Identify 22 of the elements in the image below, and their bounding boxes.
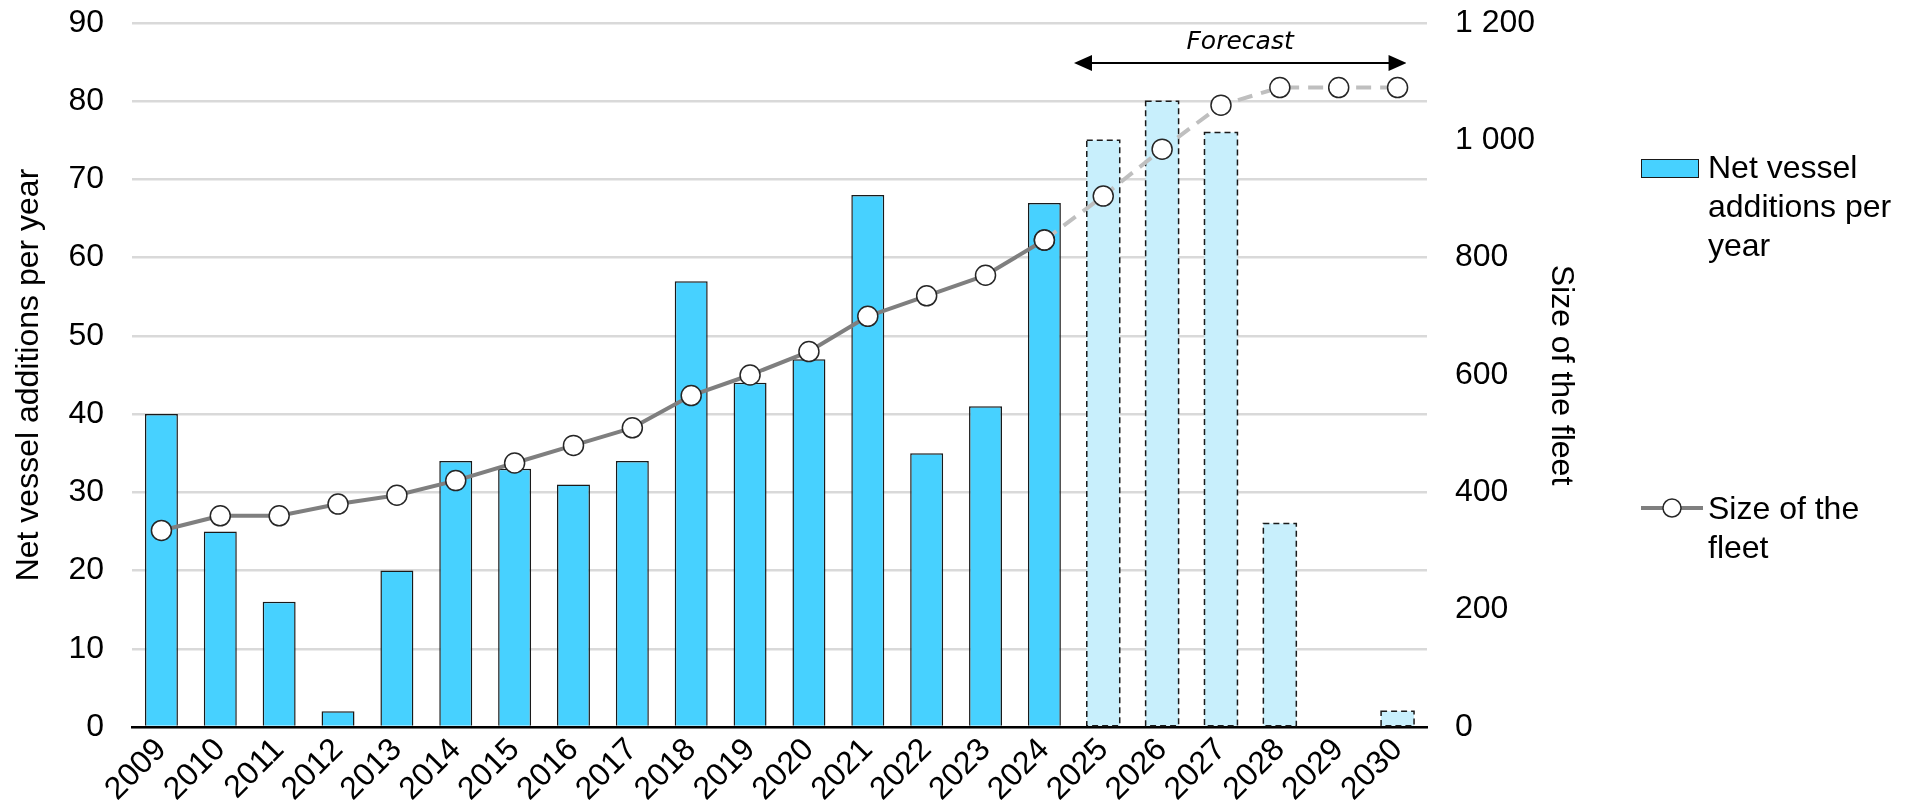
y-tick-label: 50 — [68, 315, 104, 352]
y2-tick-label: 400 — [1455, 472, 1509, 509]
y-tick-label: 70 — [68, 159, 104, 196]
y-tick-label: 60 — [68, 237, 104, 274]
y-tick-label: 90 — [68, 2, 104, 39]
y-tick-label: 80 — [68, 81, 104, 118]
annotation: Forecast — [1186, 26, 1294, 56]
y-tick-label: 20 — [68, 550, 104, 587]
y-tick-label: 10 — [68, 628, 104, 665]
y2-tick-label: 1 000 — [1455, 120, 1536, 157]
legend-label: Net vessel additions per year — [1708, 147, 1893, 265]
y-axis-title: Net vessel additions per year — [9, 168, 46, 582]
y2-tick-label: 1 200 — [1455, 2, 1536, 39]
y-tick-label: 0 — [86, 706, 104, 743]
y2-tick-label: 800 — [1455, 237, 1509, 274]
y2-tick-label: 0 — [1455, 706, 1473, 743]
legend-label: Size of the fleet — [1708, 488, 1861, 567]
y2-axis-title: Size of the fleet — [1544, 264, 1581, 486]
y-tick-label: 40 — [68, 393, 104, 430]
y-tick-label: 30 — [68, 472, 104, 509]
y2-tick-label: 600 — [1455, 354, 1509, 391]
y2-tick-label: 200 — [1455, 589, 1509, 626]
